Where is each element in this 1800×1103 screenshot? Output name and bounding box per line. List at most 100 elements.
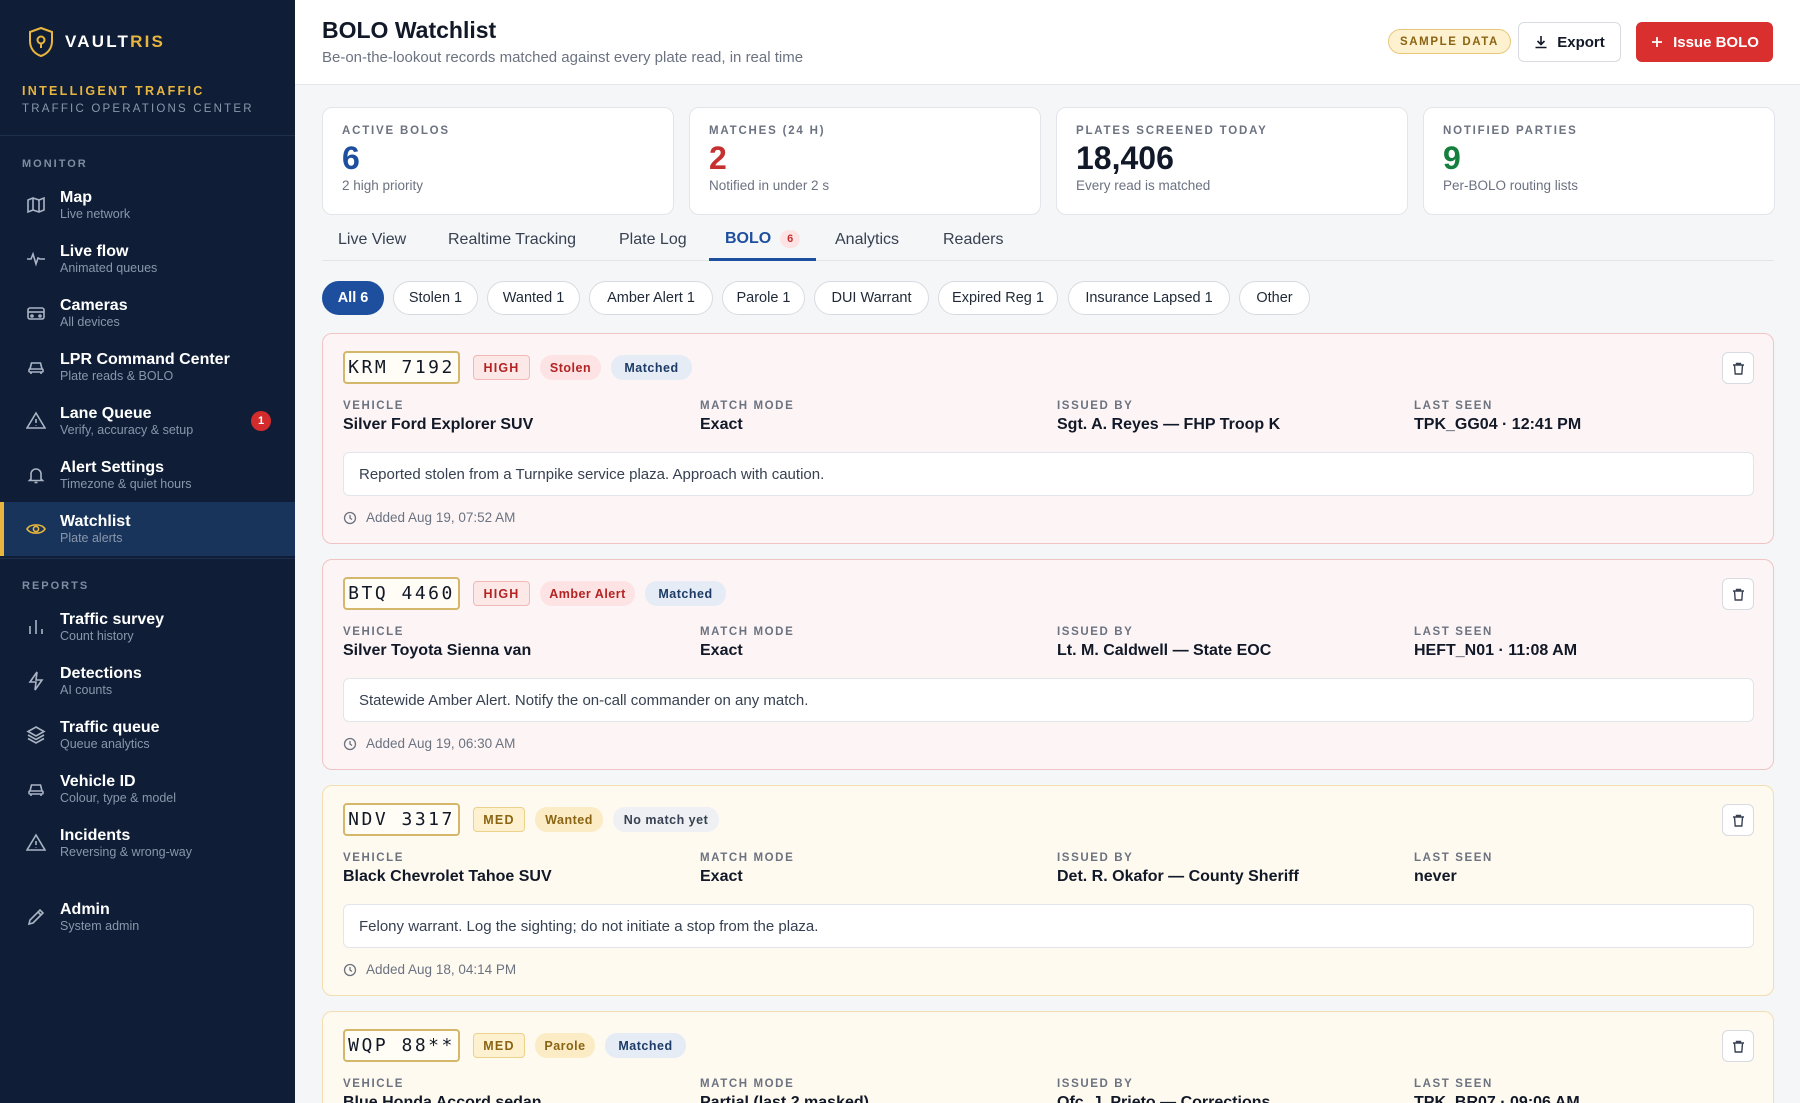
sidebar-item-alert-settings[interactable]: Alert Settings Timezone & quiet hours (0, 448, 295, 502)
sidebar-item-label: Admin (60, 901, 110, 918)
license-plate: NDV 3317 (343, 803, 460, 836)
filter-chip-expired-reg[interactable]: Expired Reg 1 (938, 281, 1058, 315)
shield-pin-icon (29, 26, 53, 58)
stat-card-active-bolos: ACTIVE BOLOS 6 2 high priority (322, 107, 674, 215)
org-block: INTELLIGENT TRAFFIC TRAFFIC OPERATIONS C… (0, 84, 295, 136)
priority-badge: MED (473, 1033, 525, 1058)
download-icon (1535, 36, 1547, 49)
sample-data-badge: SAMPLE DATA (1388, 29, 1511, 54)
pen-icon (26, 907, 46, 927)
added-timestamp: Added Aug 19, 06:30 AM (343, 736, 515, 751)
tab-plate-log[interactable]: Plate Log (619, 231, 687, 248)
brand-name: VAULTRIS (65, 32, 166, 51)
sidebar-item-sub: Count history (60, 629, 134, 643)
bar-chart-icon (26, 617, 46, 637)
filter-chip-other[interactable]: Other (1239, 281, 1310, 315)
sidebar-item-live-flow[interactable]: Live flow Animated queues (0, 232, 295, 286)
tab-realtime-tracking[interactable]: Realtime Tracking (448, 231, 577, 248)
filter-chip-all[interactable]: All 6 (322, 281, 384, 315)
sidebar-item-cameras[interactable]: Cameras All devices (0, 286, 295, 340)
stat-sub: Every read is matched (1076, 178, 1211, 193)
sidebar-item-sub: Verify, accuracy & setup (60, 423, 194, 437)
stat-card-notified-parties: NOTIFIED PARTIES 9 Per-BOLO routing list… (1423, 107, 1775, 215)
sidebar-item-label: Vehicle ID (60, 773, 136, 790)
tab-bolo[interactable]: BOLO 6 (709, 219, 817, 261)
stat-value: 6 (342, 140, 360, 176)
sidebar-item-lane-queue[interactable]: Lane Queue Verify, accuracy & setup 1 (0, 394, 295, 448)
sidebar-item-incidents[interactable]: Incidents Reversing & wrong-way (0, 816, 295, 870)
sidebar-item-label: Lane Queue (60, 405, 152, 422)
delete-bolo-button[interactable] (1722, 1030, 1754, 1062)
delete-bolo-button[interactable] (1722, 804, 1754, 836)
trash-icon (1732, 362, 1744, 375)
stat-card-plates-screened: PLATES SCREENED TODAY 18,406 Every read … (1056, 107, 1408, 215)
page-title: BOLO Watchlist (322, 17, 497, 43)
sidebar-item-label: Traffic survey (60, 611, 165, 628)
tab-analytics[interactable]: Analytics (835, 231, 900, 248)
tab-readers[interactable]: Readers (943, 231, 1004, 248)
delete-bolo-button[interactable] (1722, 578, 1754, 610)
filter-chip-stolen[interactable]: Stolen 1 (393, 281, 478, 315)
priority-badge: HIGH (473, 581, 530, 606)
tab-live-view[interactable]: Live View (338, 231, 407, 248)
export-button[interactable]: Export (1518, 22, 1621, 62)
bolo-card[interactable]: NDV 3317 MED Wanted No match yet VEHICLE… (322, 785, 1774, 996)
warning-icon (26, 833, 46, 853)
sidebar-item-traffic-survey[interactable]: Traffic survey Count history (0, 600, 295, 654)
field-match-mode: MATCH MODE Exact (700, 626, 795, 659)
filter-chip-dui-warrant[interactable]: DUI Warrant (814, 281, 929, 315)
field-last-seen: LAST SEEN HEFT_N01 · 11:08 AM (1414, 626, 1578, 659)
filter-chip-wanted[interactable]: Wanted 1 (487, 281, 580, 315)
field-match-mode: MATCH MODE Exact (700, 400, 795, 433)
field-vehicle: VEHICLE Silver Toyota Sienna van (343, 626, 532, 659)
filter-chip-parole[interactable]: Parole 1 (722, 281, 805, 315)
layers-icon (26, 725, 46, 745)
field-issued-by: ISSUED BY Ofc. J. Prieto — Corrections (1057, 1078, 1271, 1103)
sidebar-item-watchlist[interactable]: Watchlist Plate alerts (0, 502, 295, 556)
sidebar-item-map[interactable]: Map Live network (0, 178, 295, 232)
clock-icon (343, 963, 357, 976)
stat-sub: Per-BOLO routing lists (1443, 178, 1579, 193)
bolo-card[interactable]: KRM 7192 HIGH Stolen Matched VEHICLE Silv… (322, 333, 1774, 544)
field-vehicle: VEHICLE Black Chevrolet Tahoe SUV (343, 852, 552, 885)
bolo-card[interactable]: BTQ 4460 HIGH Amber Alert Matched VEHICL… (322, 559, 1774, 770)
filter-chip-insurance-lapsed[interactable]: Insurance Lapsed 1 (1068, 281, 1230, 315)
sidebar-item-vehicle-id[interactable]: Vehicle ID Colour, type & model (0, 762, 295, 816)
pulse-icon (26, 249, 46, 269)
sidebar-item-lpr-command-center[interactable]: LPR Command Center Plate reads & BOLO (0, 340, 295, 394)
car-icon (26, 779, 46, 799)
stat-label: MATCHES (24 H) (709, 125, 826, 137)
sidebar-item-sub: Reversing & wrong-way (60, 845, 192, 859)
bolo-note: Felony warrant. Log the sighting; do not… (343, 904, 1754, 948)
camera-icon (26, 303, 46, 323)
sidebar-item-sub: Plate reads & BOLO (60, 369, 174, 383)
added-timestamp: Added Aug 19, 07:52 AM (343, 510, 515, 525)
brand[interactable]: VAULTRIS (0, 0, 295, 84)
sidebar-item-sub: AI counts (60, 683, 113, 697)
org-title: INTELLIGENT TRAFFIC (22, 84, 205, 98)
car-icon (26, 357, 46, 377)
sidebar-item-detections[interactable]: Detections AI counts (0, 654, 295, 708)
field-issued-by: ISSUED BY Lt. M. Caldwell — State EOC (1057, 626, 1272, 659)
org-subtitle: TRAFFIC OPERATIONS CENTER (22, 103, 254, 115)
bolo-card[interactable]: WQP 88** MED Parole Matched VEHICLE Blue … (322, 1011, 1774, 1103)
priority-badge: HIGH (473, 355, 530, 380)
filter-chip-amber-alert[interactable]: Amber Alert 1 (589, 281, 713, 315)
sidebar-item-traffic-queue[interactable]: Traffic queue Queue analytics (0, 708, 295, 762)
match-status-badge: No match yet (613, 807, 719, 832)
stat-label: ACTIVE BOLOS (342, 125, 450, 137)
tab-count-badge: 6 (780, 229, 801, 248)
bolo-note: Reported stolen from a Turnpike service … (343, 452, 1754, 496)
sidebar-item-sub: Live network (60, 207, 131, 221)
field-last-seen: LAST SEEN never (1414, 852, 1493, 885)
issue-bolo-button[interactable]: Issue BOLO (1636, 22, 1773, 62)
sidebar: VAULTRIS INTELLIGENT TRAFFIC TRAFFIC OPE… (0, 0, 295, 1103)
bell-icon (26, 465, 46, 485)
field-issued-by: ISSUED BY Det. R. Okafor — County Sheriff (1057, 852, 1299, 885)
sidebar-item-admin[interactable]: Admin System admin (0, 890, 295, 944)
trash-icon (1732, 1040, 1744, 1053)
added-timestamp: Added Aug 18, 04:14 PM (343, 962, 516, 977)
category-badge: Parole (535, 1033, 595, 1058)
trash-icon (1732, 814, 1744, 827)
delete-bolo-button[interactable] (1722, 352, 1754, 384)
